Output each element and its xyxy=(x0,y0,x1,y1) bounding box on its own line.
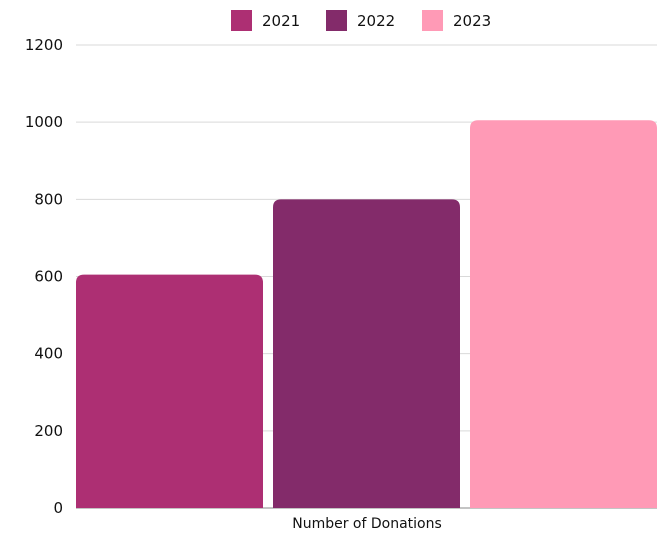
x-category-label: Number of Donations xyxy=(292,516,442,532)
legend-label: 2022 xyxy=(357,12,395,30)
bar-2022 xyxy=(273,199,460,509)
legend-swatch xyxy=(326,10,347,31)
y-tick-label: 1200 xyxy=(25,36,63,54)
legend-item-2022: 2022 xyxy=(326,10,395,31)
legend-label: 2023 xyxy=(453,12,491,30)
y-tick-label: 200 xyxy=(34,422,63,440)
legend-label: 2021 xyxy=(262,12,300,30)
legend-swatch xyxy=(231,10,252,31)
legend: 2021 2022 2023 xyxy=(231,10,491,31)
y-tick-label: 600 xyxy=(34,268,63,286)
legend-item-2021: 2021 xyxy=(231,10,300,31)
bar-2023 xyxy=(470,120,657,509)
legend-item-2023: 2023 xyxy=(422,10,491,31)
y-tick-label: 0 xyxy=(53,499,63,517)
y-tick-label: 1000 xyxy=(25,113,63,131)
legend-swatch xyxy=(422,10,443,31)
bars xyxy=(76,120,657,509)
y-axis: 0 200 400 600 800 1000 1200 xyxy=(25,36,63,517)
x-axis: Number of Donations xyxy=(292,516,442,532)
y-tick-label: 400 xyxy=(34,345,63,363)
y-tick-label: 800 xyxy=(34,190,63,208)
bar-2021 xyxy=(76,274,263,508)
